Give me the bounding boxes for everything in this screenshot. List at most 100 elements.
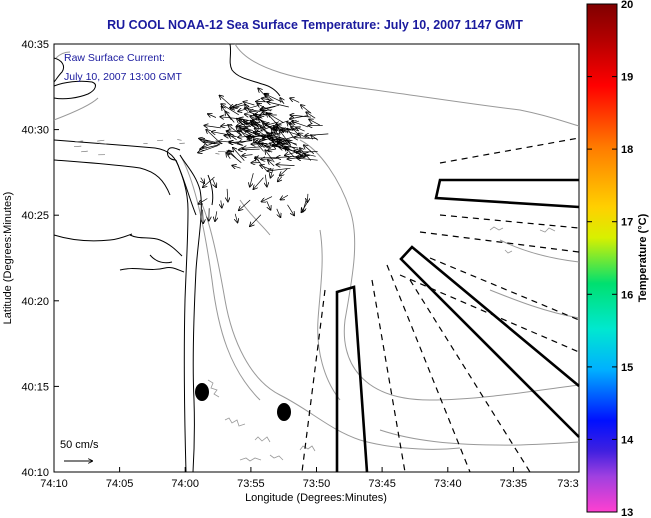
current-vector xyxy=(263,112,272,114)
x-tick-label: 73:45 xyxy=(368,478,396,490)
current-vector xyxy=(203,209,204,224)
current-vector xyxy=(267,102,289,108)
current-vector xyxy=(290,115,308,119)
coastline xyxy=(53,43,281,473)
current-vector xyxy=(239,149,260,150)
current-vector xyxy=(296,127,305,132)
current-vector xyxy=(238,139,251,143)
current-vector xyxy=(287,122,299,136)
current-vector xyxy=(299,134,307,139)
current-vector xyxy=(229,151,237,159)
current-vector xyxy=(204,142,216,144)
current-vector xyxy=(290,98,300,103)
y-tick-label: 40:15 xyxy=(21,381,49,393)
current-vector xyxy=(221,104,239,116)
current-vector xyxy=(268,160,275,167)
current-vector xyxy=(242,155,253,156)
current-vector xyxy=(272,129,279,136)
current-vector xyxy=(256,114,264,124)
x-tick-label: 73:40 xyxy=(434,478,462,490)
current-vector xyxy=(198,145,218,153)
y-tick-label: 40:30 xyxy=(21,125,49,137)
current-vector xyxy=(304,145,315,155)
temperature-colorbar: 20 19 18 17 16 15 14 13 Temperature (°C) xyxy=(586,0,649,518)
current-vector xyxy=(272,141,288,146)
current-vector xyxy=(304,154,316,157)
current-vector xyxy=(204,126,221,128)
current-vector xyxy=(276,208,281,217)
colorbar-tick: 20 xyxy=(621,0,633,11)
current-vector xyxy=(225,112,232,121)
colorbar-gradient xyxy=(586,3,618,513)
x-axis-label: Longitude (Degrees:Minutes) xyxy=(245,492,387,504)
current-vector xyxy=(203,176,215,187)
current-vector xyxy=(255,129,270,139)
current-vector xyxy=(285,147,295,158)
x-tick-label: 73:3 xyxy=(557,478,578,490)
current-vector xyxy=(206,130,221,144)
current-vector xyxy=(272,133,284,145)
current-vector xyxy=(203,140,219,147)
current-vector xyxy=(250,173,254,186)
annotation-line-1: Raw Surface Current: xyxy=(64,52,165,64)
colorbar-tick: 18 xyxy=(621,144,633,156)
current-vector xyxy=(235,213,237,223)
current-vector xyxy=(255,157,279,158)
current-vector xyxy=(245,108,261,113)
current-vector xyxy=(233,148,245,161)
x-tick-label: 74:10 xyxy=(40,478,68,490)
current-vector xyxy=(227,188,228,201)
current-vector xyxy=(229,135,237,140)
current-vector xyxy=(254,177,264,190)
colorbar-tick: 19 xyxy=(621,72,633,84)
current-vector xyxy=(306,112,316,119)
current-vector xyxy=(266,200,271,210)
current-vector xyxy=(73,145,82,148)
current-vector xyxy=(305,134,329,136)
current-vector xyxy=(250,110,273,112)
current-vector xyxy=(208,114,217,118)
current-vector xyxy=(280,98,284,105)
bathymetry-contours xyxy=(53,43,580,450)
current-vector xyxy=(265,174,267,187)
current-vector xyxy=(81,150,88,153)
radar-beam-outlines xyxy=(335,178,580,473)
current-vector xyxy=(232,166,241,169)
figure-title: RU COOL NOAA-12 Sea Surface Temperature:… xyxy=(107,18,523,32)
current-vector xyxy=(213,178,217,187)
current-vector xyxy=(199,139,223,145)
current-vector xyxy=(201,177,204,183)
current-vector xyxy=(243,147,261,149)
current-vector xyxy=(98,142,107,145)
current-vector xyxy=(227,131,236,137)
current-vector xyxy=(262,196,273,202)
current-vector xyxy=(268,167,291,171)
y-tick-label: 40:20 xyxy=(21,296,49,308)
current-vector xyxy=(250,214,262,226)
colorbar-tick: 13 xyxy=(621,507,633,518)
current-vector xyxy=(290,115,311,117)
current-vector xyxy=(273,140,285,146)
colorbar-tick: 17 xyxy=(621,217,633,229)
current-vector xyxy=(285,141,297,145)
colorbar-tick: 16 xyxy=(621,289,633,301)
buoy-marker-2 xyxy=(277,403,291,421)
y-tick-label: 40:10 xyxy=(21,467,49,479)
current-vector xyxy=(261,106,276,110)
current-vector xyxy=(215,211,217,221)
current-vector xyxy=(97,139,105,142)
colorbar-tick: 15 xyxy=(621,362,633,374)
current-vector xyxy=(278,176,282,182)
current-vector xyxy=(259,144,270,147)
annotation-line-2: July 10, 2007 13:00 GMT xyxy=(64,71,182,83)
current-vector xyxy=(74,140,83,143)
current-vector xyxy=(247,131,265,139)
current-vector xyxy=(244,102,255,106)
map-frame xyxy=(53,43,580,473)
current-vector xyxy=(262,98,271,100)
x-tick-label: 73:55 xyxy=(237,478,265,490)
current-vector xyxy=(266,122,277,125)
current-vector xyxy=(285,150,302,156)
current-vector xyxy=(215,153,220,155)
